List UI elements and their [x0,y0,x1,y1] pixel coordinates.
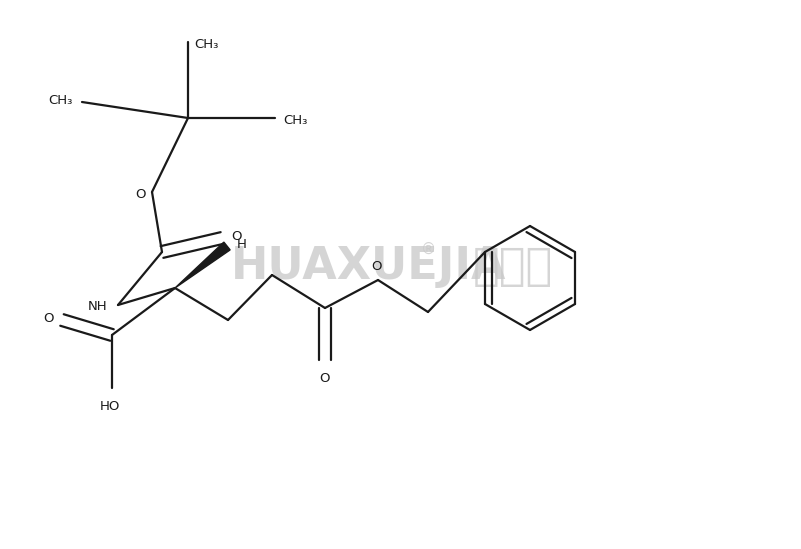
Text: ®: ® [421,242,437,257]
Text: NH: NH [88,300,108,313]
Text: CH₃: CH₃ [194,37,218,51]
Text: H: H [237,238,247,250]
Text: HO: HO [100,400,120,412]
Text: O: O [135,188,145,200]
Text: O: O [320,372,330,384]
Text: 化学加: 化学加 [473,245,553,288]
Text: O: O [42,311,53,324]
Text: O: O [371,260,381,272]
Text: HUAXUEJIA: HUAXUEJIA [231,245,506,288]
Text: CH₃: CH₃ [48,93,72,107]
Text: CH₃: CH₃ [283,114,308,126]
Text: O: O [231,229,241,243]
Polygon shape [175,242,230,288]
